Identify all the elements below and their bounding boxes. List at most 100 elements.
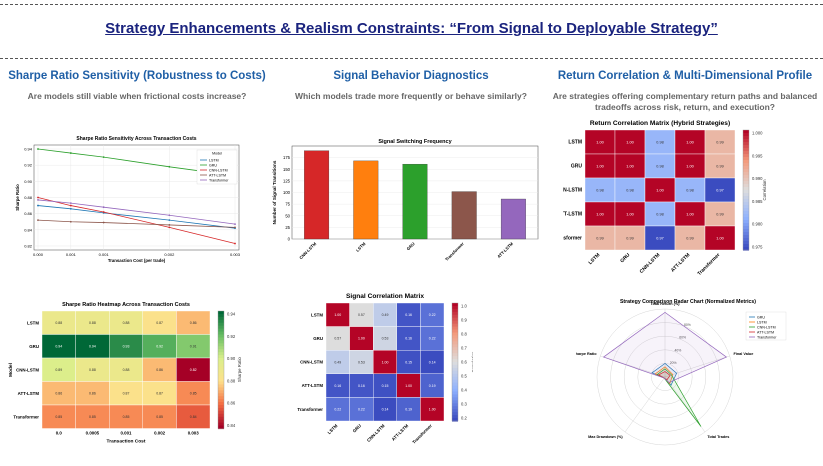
cell-label: 0.15 [405,360,412,364]
heatmap-cell [674,129,706,155]
cell-label: 1.00 [626,140,633,144]
x-tick-label: 0.001 [99,252,110,257]
cell-label: 1.00 [596,212,603,216]
cell-label: 1.00 [358,337,365,341]
y-tick-label: 25 [285,225,290,230]
colorbar-tick: 0.2 [461,416,467,421]
cell-label: 0.92 [156,345,163,349]
colorbar-gradient-step [743,214,749,218]
cell-label: 0.85 [190,392,197,396]
heatmap-cell [704,129,736,155]
slide-title: Strategy Enhancements & Realism Constrai… [105,20,718,37]
heatmap-cell [674,177,706,203]
colorbar-gradient-step [743,193,749,197]
heatmap-cell [704,225,736,251]
colorbar-gradient-step [452,388,458,393]
cell-label: 0.88 [55,321,62,325]
legend-label: GRU [757,315,765,319]
cell-label: 0.88 [89,321,96,325]
radar-chart: Strategy Comparison Radar Chart (Normali… [573,299,787,446]
colorbar-gradient-step [452,356,458,360]
cell-label: 0.49 [334,360,341,364]
series-polygon [656,368,702,427]
colorbar-gradient-step [743,244,749,248]
colorbar-gradient-step [218,334,224,339]
legend-label: GRU [209,163,217,167]
cell-label: 0.87 [156,321,163,325]
x-tick-label: ATT-LSTM [496,241,514,259]
colorbar-gradient-step [218,402,224,406]
data-point [102,156,105,159]
colorbar-gradient-step [218,369,224,374]
cell-label: 0.89 [55,368,62,372]
cell-label: 0.99 [596,236,603,240]
legend-label: LSTM [209,158,219,162]
colorbar-gradient-step [743,226,749,230]
colorbar-gradient-step [218,375,224,380]
y-axis-label: Model [8,363,14,377]
cell-label: 0.16 [405,313,412,317]
colorbar-gradient-step [743,184,749,188]
cell-label: 0.85 [156,415,163,419]
row-label: ATT-LSTM [18,391,40,396]
colorbar-label: Sharpe Ratio [237,357,242,383]
data-point [168,214,171,217]
data-point [168,226,171,229]
colorbar-gradient-step [452,308,458,313]
colorbar-gradient-step [452,326,458,331]
heatmap-cell [584,153,616,179]
colorbar-gradient-step [743,196,749,200]
heatmap-cell [644,177,676,203]
cell-label: 0.88 [89,368,96,372]
row-label: Transformer [13,414,39,419]
data-point [69,152,72,154]
colorbar-gradient-step [743,154,749,158]
return-correlation-heatmap: Return Correlation Matrix (Hybrid Strate… [553,120,767,277]
y-tick-label: 100 [283,190,291,195]
chart-title: Return Correlation Matrix (Hybrid Strate… [590,120,730,127]
legend-label: CNN-LSTM [757,325,776,329]
colorbar-gradient-step [218,325,224,330]
colorbar-label: Correlation [471,351,473,373]
row-label: ATT-LSTM [302,383,324,388]
title-divider [0,58,823,59]
x-tick-label: 0.000 [33,252,44,257]
colorbar-gradient-step [218,396,224,400]
colorbar-tick: 0.7 [461,346,467,351]
chart-title: Sharpe Ratio Heatmap Across Transaction … [62,302,190,308]
colorbar-tick: 0.9 [461,318,467,323]
cell-label: 0.82 [190,368,197,372]
colorbar-gradient-step [218,313,224,318]
cell-label: 0.98 [656,212,663,216]
cell-label: 1.00 [405,384,412,388]
colorbar-gradient-step [452,373,458,378]
colorbar-frame [742,129,750,251]
colorbar-gradient-step [743,145,749,149]
heatmap-cell [704,153,736,179]
cell-label: 1.00 [334,313,341,317]
legend-label: Transformer [757,335,777,339]
heatmap-cell [176,404,211,429]
cell-label: 1.00 [686,164,693,168]
cell-label: 0.53 [358,360,365,364]
chart-title: Signal Switching Frequency [378,139,452,145]
colorbar-gradient-step [218,340,224,344]
colorbar-tick: 0.4 [461,388,467,393]
cell-label: 0.86 [55,392,62,396]
data-point [37,196,39,199]
cell-label: 0.19 [429,384,436,388]
colorbar-gradient-step [743,172,749,176]
colorbar-gradient-step [218,413,224,418]
data-point [168,224,171,226]
colorbar-tick: 0.5 [461,374,467,379]
cell-label: 1.00 [596,140,603,144]
x-tick-label: 0.002 [164,252,175,257]
y-tick-label: 0.82 [24,243,33,248]
col-label: GRU [352,423,362,433]
bar [402,163,428,240]
colorbar-gradient-step [743,235,749,239]
data-point [234,242,236,245]
colorbar-gradient-step [452,350,458,354]
cell-label: 0.85 [123,415,130,419]
col-label: ATT-LSTM [391,423,410,442]
